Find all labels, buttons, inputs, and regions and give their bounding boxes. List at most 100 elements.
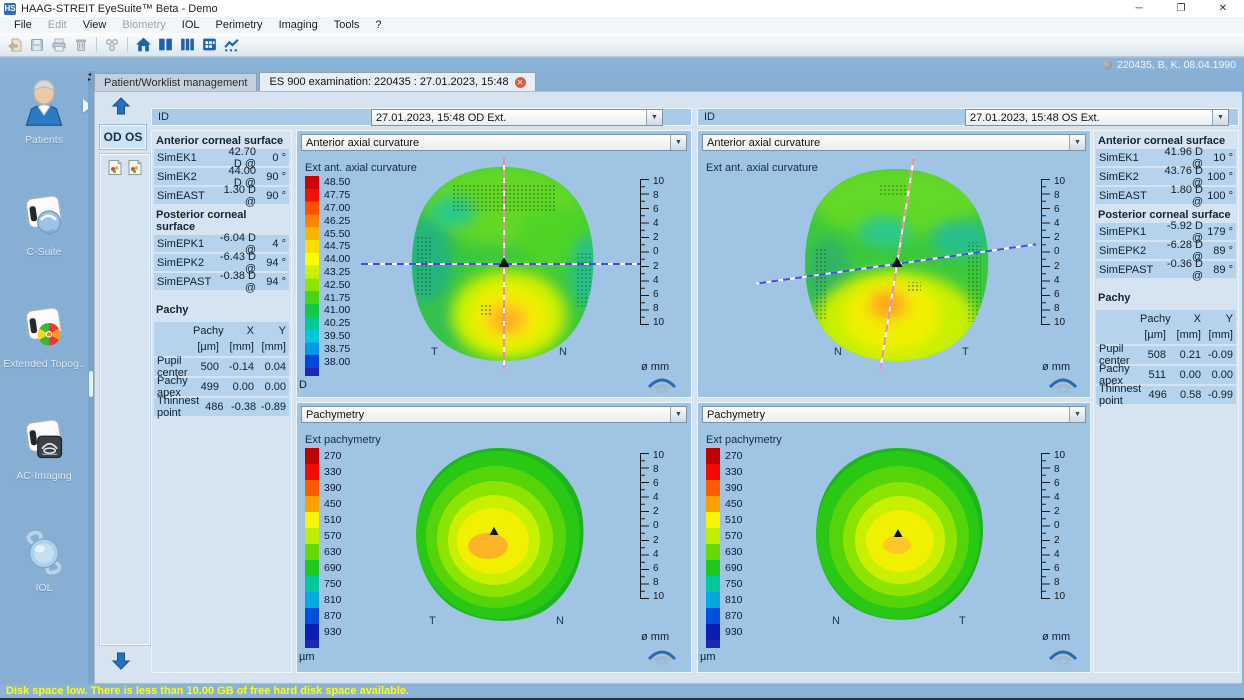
od-exam-value: 27.01.2023, 15:48 OD Ext. xyxy=(376,111,507,124)
od-pachy-scale: 270 330 390 450 510 570 630 690 750 810 870 930 xyxy=(305,448,342,648)
scale-tick: 390 xyxy=(725,482,743,494)
scale-tick: 870 xyxy=(725,610,743,622)
dropdown-arrow-icon[interactable]: ▼ xyxy=(1212,110,1228,125)
home-icon[interactable] xyxy=(132,35,154,55)
toolbar xyxy=(0,33,1244,57)
sidebar-item-c-suite[interactable]: C-Suite xyxy=(0,183,88,295)
patient-info-bar: 220435, B, K, 08.04.1990 xyxy=(0,57,1244,71)
os-posterior-rows: SimEPK1 -5.92 D @179 ° SimEPK2 -6.28 D @89… xyxy=(1096,220,1236,282)
menu-file[interactable]: File xyxy=(14,19,32,31)
scale-tick: 810 xyxy=(324,594,342,606)
od-exam-select[interactable]: 27.01.2023, 15:48 OD Ext. ▼ xyxy=(371,109,663,126)
menu-help[interactable]: ? xyxy=(375,19,382,31)
measurement-row: SimEK1 41.96 D @10 ° xyxy=(1096,146,1236,170)
scale-tick: 44.75 xyxy=(324,240,351,253)
dropdown-arrow-icon[interactable]: ▼ xyxy=(670,407,686,422)
ruler-ticks xyxy=(640,179,649,325)
scale-tick: 38.75 xyxy=(324,342,351,355)
examination-content: OD OS ID 27.01.2023, 15:48 OD Ext. ▼ xyxy=(94,91,1242,684)
os-axial-map-select[interactable]: Anterior axial curvature ▼ xyxy=(702,134,1086,151)
ruler-tick-label: 4 xyxy=(653,218,659,230)
os-id-row: ID 27.01.2023, 15:48 OS Ext. ▼ xyxy=(697,108,1239,126)
od-os-toggle[interactable]: OD OS xyxy=(99,124,147,150)
measurement-row: SimEPK1 -5.92 D @179 ° xyxy=(1096,220,1236,244)
scale-tick: 450 xyxy=(725,498,743,510)
ruler-tick-label: 4 xyxy=(653,548,659,560)
os-pachy-header: Pachy X Y [µm] [mm] [mm] xyxy=(1096,310,1236,344)
dropdown-arrow-icon[interactable]: ▼ xyxy=(646,110,662,125)
topography-report-od-icon[interactable] xyxy=(107,159,123,179)
scale-tick: 690 xyxy=(725,562,743,574)
ruler-tick-label: 0 xyxy=(1054,246,1060,258)
topography-report-os-icon[interactable] xyxy=(127,159,143,179)
sidebar-item-iol[interactable]: IOL xyxy=(0,519,88,631)
scale-tick: 40.25 xyxy=(324,317,351,330)
ruler-tick-label: 6 xyxy=(653,562,659,574)
module-sidebar: Patients C-Suite Extended Topog.. AC-Ima… xyxy=(0,71,92,684)
section-title: Posterior corneal surface xyxy=(1098,209,1231,221)
menu-view[interactable]: View xyxy=(82,19,107,31)
menu-edit: Edit xyxy=(47,19,67,31)
dropdown-arrow-icon[interactable]: ▼ xyxy=(1069,407,1085,422)
status-bar: Disk space low. There is less than 10.00… xyxy=(0,684,1244,698)
scale-tick: 330 xyxy=(725,466,743,478)
layout-three-column-icon[interactable] xyxy=(176,35,198,55)
measurement-row: SimEPAST -0.38 D @94 ° xyxy=(154,270,289,294)
sidebar-item-ac-imaging[interactable]: AC-Imaging xyxy=(0,407,88,519)
ruler-tick-label: 0 xyxy=(1054,520,1060,532)
sidebar-label: IOL xyxy=(35,582,53,594)
app-logo-icon: HS xyxy=(4,2,16,15)
diameter-unit: ø mm xyxy=(1042,361,1071,373)
restore-button[interactable]: ❐ xyxy=(1176,3,1186,14)
os-anterior-rows: SimEK1 41.96 D @10 ° SimEK2 43.76 D @100 °… xyxy=(1096,146,1236,208)
sidebar-expander-icon[interactable] xyxy=(83,99,92,113)
minimize-button[interactable]: ─ xyxy=(1135,3,1143,14)
pachy-row: Pachy apex 511 0.00 0.00 xyxy=(1096,363,1236,387)
scale-tick: 390 xyxy=(324,482,342,494)
menu-iol[interactable]: IOL xyxy=(181,19,200,31)
ruler-tick-label: 0 xyxy=(653,520,659,532)
scroll-down-button[interactable] xyxy=(109,649,133,673)
sidebar-item-patients[interactable]: Patients xyxy=(0,71,92,183)
scale-tick: 750 xyxy=(324,578,342,590)
od-axial-scale: 48.50 47.75 47.00 46.25 45.50 44.75 44.00 43.25… xyxy=(305,176,350,376)
layout-tiles-icon[interactable] xyxy=(198,35,220,55)
sidebar-splitter[interactable]: ◂ ▸ xyxy=(88,71,94,684)
layout-two-column-icon[interactable] xyxy=(154,35,176,55)
menu-perimetry[interactable]: Perimetry xyxy=(215,19,263,31)
ruler-tick-label: 10 xyxy=(1054,316,1066,328)
menu-tools[interactable]: Tools xyxy=(333,19,360,31)
scale-tick: 810 xyxy=(725,594,743,606)
scale-tick: 270 xyxy=(324,450,342,462)
od-axial-map-select[interactable]: Anterior axial curvature ▼ xyxy=(301,134,687,151)
print-icon xyxy=(48,35,70,55)
splitter-grip[interactable] xyxy=(89,371,93,397)
dropdown-arrow-icon[interactable]: ▼ xyxy=(1069,135,1085,150)
close-button[interactable]: ✕ xyxy=(1218,3,1228,14)
diameter-ruler: 10 8 6 4 2 0 2 4 6 8 10 xyxy=(1041,450,1065,602)
ruler-tick-label: 10 xyxy=(653,176,665,187)
disk-space-warning: Disk space low. There is less than 10.00… xyxy=(6,685,410,697)
measurement-row: SimEK2 43.76 D @100 ° xyxy=(1096,165,1236,189)
scale-tick: 330 xyxy=(324,466,342,478)
scale-tick: 47.00 xyxy=(324,201,351,214)
splitter-toggle-icon[interactable]: ◂ ▸ xyxy=(88,72,92,83)
od-axial-map xyxy=(361,157,641,369)
trend-chart-icon[interactable] xyxy=(220,35,242,55)
os-pachy-map-select[interactable]: Pachymetry ▼ xyxy=(702,406,1086,423)
scale-unit: µm xyxy=(299,651,315,663)
tab-close-icon[interactable]: ✕ xyxy=(514,76,526,88)
dropdown-arrow-icon[interactable]: ▼ xyxy=(670,135,686,150)
sidebar-item-extended-topography[interactable]: Extended Topog.. xyxy=(0,295,88,407)
orientation-label-right: T xyxy=(959,615,966,627)
od-pachy-map-select[interactable]: Pachymetry ▼ xyxy=(301,406,687,423)
ruler-tick-label: 8 xyxy=(1054,302,1060,314)
tab-patient-worklist[interactable]: Patient/Worklist management xyxy=(94,73,258,91)
os-axial-map xyxy=(756,157,1036,369)
delete-icon xyxy=(70,35,92,55)
os-exam-select[interactable]: 27.01.2023, 15:48 OS Ext. ▼ xyxy=(965,109,1229,126)
map-select-value: Anterior axial curvature xyxy=(306,136,420,149)
scroll-up-button[interactable] xyxy=(109,94,133,118)
menu-imaging[interactable]: Imaging xyxy=(278,19,318,31)
tab-es900-examination[interactable]: ES 900 examination: 220435 : 27.01.2023,… xyxy=(259,72,536,91)
